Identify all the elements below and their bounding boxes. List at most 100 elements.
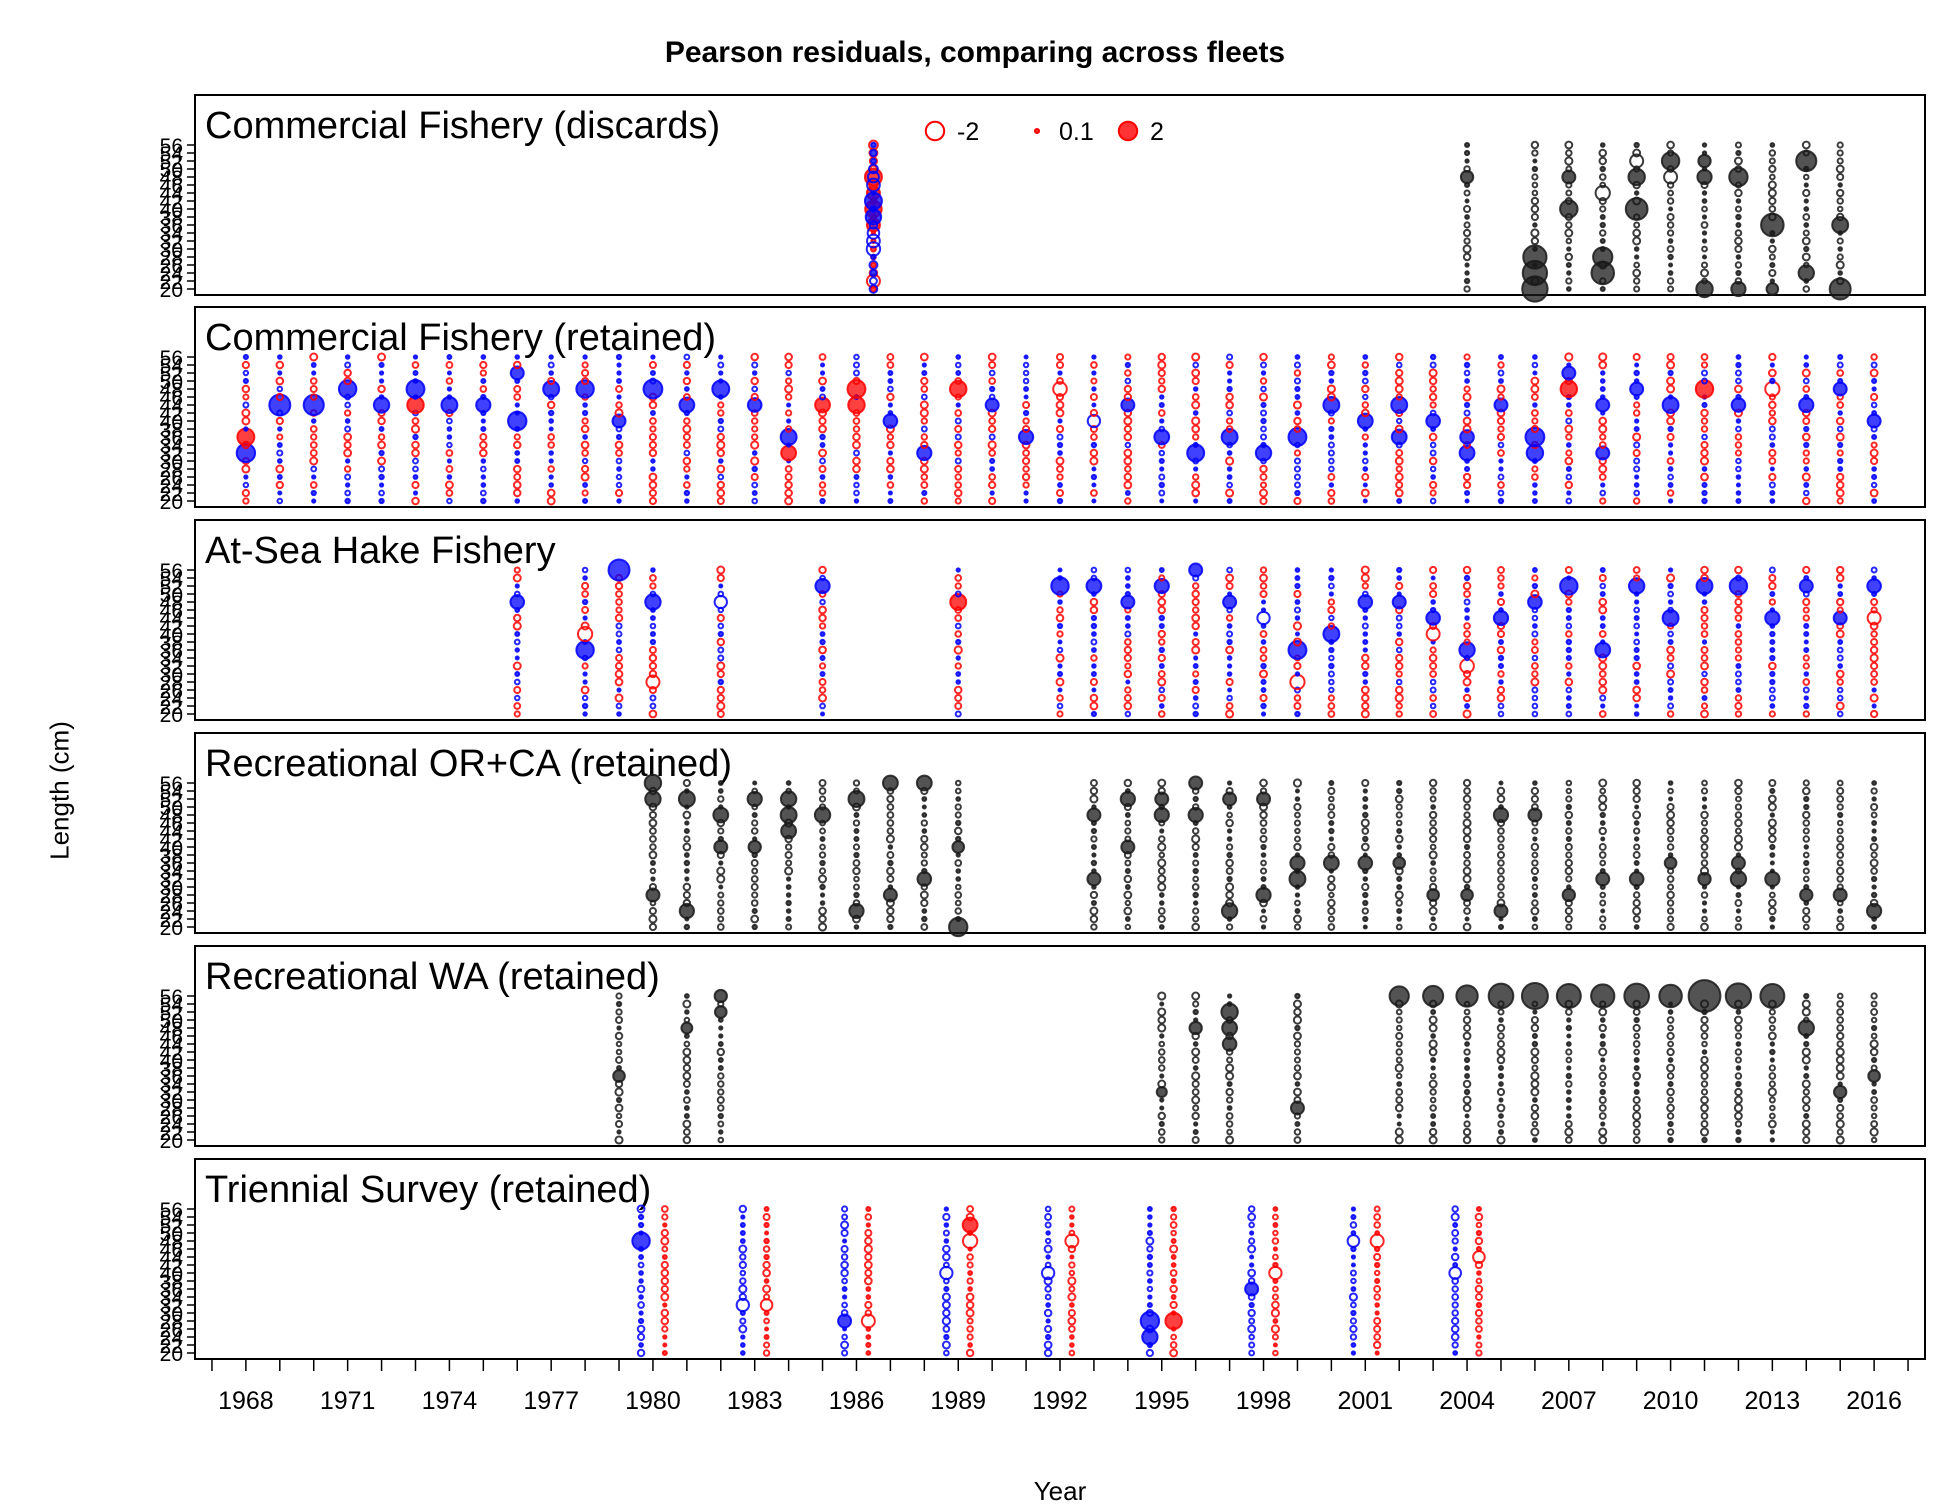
residual-point <box>1559 199 1579 219</box>
residual-point <box>1701 915 1708 923</box>
residual-point <box>885 834 895 844</box>
residual-point <box>1226 694 1233 702</box>
residual-point <box>1067 1316 1077 1326</box>
residual-point <box>1090 671 1097 677</box>
residual-point <box>1700 261 1709 269</box>
residual-point <box>1169 1221 1178 1229</box>
residual-point <box>886 440 895 450</box>
residual-point <box>1666 810 1676 820</box>
residual-point <box>764 1230 770 1236</box>
residual-point <box>682 360 691 370</box>
residual-point <box>547 376 556 386</box>
residual-point <box>1667 1024 1674 1032</box>
residual-point <box>1225 898 1235 908</box>
residual-point <box>1292 999 1302 1009</box>
residual-point <box>1660 151 1681 171</box>
residual-point <box>1598 441 1607 449</box>
residual-point <box>682 898 692 908</box>
residual-point <box>1634 418 1640 424</box>
residual-point <box>1428 1079 1438 1089</box>
residual-point <box>1124 884 1131 890</box>
residual-point <box>784 850 793 860</box>
residual-point <box>1530 1103 1540 1113</box>
residual-point <box>1125 583 1131 589</box>
residual-point <box>886 866 895 876</box>
residual-point <box>717 1057 724 1063</box>
residual-point <box>1260 687 1267 693</box>
residual-point <box>1531 1097 1538 1103</box>
residual-point <box>479 489 487 497</box>
residual-point <box>1802 449 1810 457</box>
residual-point <box>1394 834 1404 844</box>
residual-point <box>717 409 725 417</box>
residual-point <box>751 433 759 441</box>
residual-point <box>1769 630 1776 638</box>
residual-point <box>1463 353 1471 361</box>
residual-point <box>818 906 827 916</box>
y-tick-label: 30 <box>160 877 183 900</box>
residual-point <box>954 590 962 598</box>
residual-point <box>751 450 758 456</box>
residual-point <box>276 385 284 393</box>
residual-point <box>1566 575 1572 581</box>
residual-point <box>1497 654 1505 662</box>
residual-point <box>1155 1085 1168 1099</box>
residual-point <box>1600 639 1606 645</box>
residual-point <box>1459 658 1475 674</box>
residual-point <box>762 1284 772 1294</box>
residual-point <box>1803 261 1810 269</box>
residual-point <box>819 900 826 906</box>
residual-point <box>1293 1096 1302 1104</box>
residual-point <box>1475 1317 1483 1325</box>
residual-point <box>785 923 793 931</box>
residual-point <box>479 360 488 370</box>
residual-point <box>1091 466 1097 472</box>
residual-point <box>682 1119 692 1129</box>
residual-point <box>1191 424 1201 434</box>
residual-point <box>1667 270 1674 276</box>
residual-point <box>1668 796 1674 802</box>
residual-point <box>1734 236 1743 246</box>
y-tick-label: 28 <box>160 672 183 695</box>
residual-point <box>513 613 522 623</box>
residual-point <box>1350 1206 1357 1212</box>
residual-point <box>1225 858 1234 868</box>
residual-point <box>1869 368 1879 378</box>
residual-point <box>1248 1349 1256 1357</box>
residual-point <box>616 362 622 368</box>
residual-point <box>1057 567 1063 573</box>
residual-point <box>1460 888 1474 902</box>
residual-point <box>1870 1056 1878 1064</box>
residual-point <box>1565 165 1573 173</box>
residual-point <box>819 654 826 662</box>
residual-point <box>1803 844 1809 850</box>
residual-point <box>1701 433 1708 441</box>
residual-point <box>852 425 861 433</box>
residual-point <box>1191 685 1200 695</box>
residual-point <box>1085 577 1103 595</box>
residual-point <box>1373 1269 1381 1277</box>
residual-point <box>1462 677 1472 687</box>
residual-point <box>1496 786 1506 796</box>
residual-point <box>1361 827 1370 835</box>
residual-point <box>1271 1293 1279 1301</box>
residual-point <box>1293 416 1302 426</box>
residual-point <box>1633 261 1641 269</box>
residual-point <box>848 902 865 920</box>
residual-point <box>718 354 724 360</box>
residual-point <box>1192 1000 1200 1008</box>
residual-point <box>1259 915 1268 923</box>
residual-point <box>716 448 725 458</box>
residual-point <box>840 1253 849 1261</box>
residual-point <box>1272 1261 1279 1269</box>
residual-point <box>1090 835 1098 843</box>
residual-point <box>1734 605 1743 615</box>
residual-point <box>614 669 624 679</box>
residual-point <box>1767 1119 1777 1129</box>
residual-point <box>1394 1063 1404 1073</box>
residual-point <box>1260 859 1267 867</box>
residual-point <box>1836 1112 1845 1120</box>
residual-point <box>616 711 622 717</box>
residual-point <box>513 694 521 702</box>
